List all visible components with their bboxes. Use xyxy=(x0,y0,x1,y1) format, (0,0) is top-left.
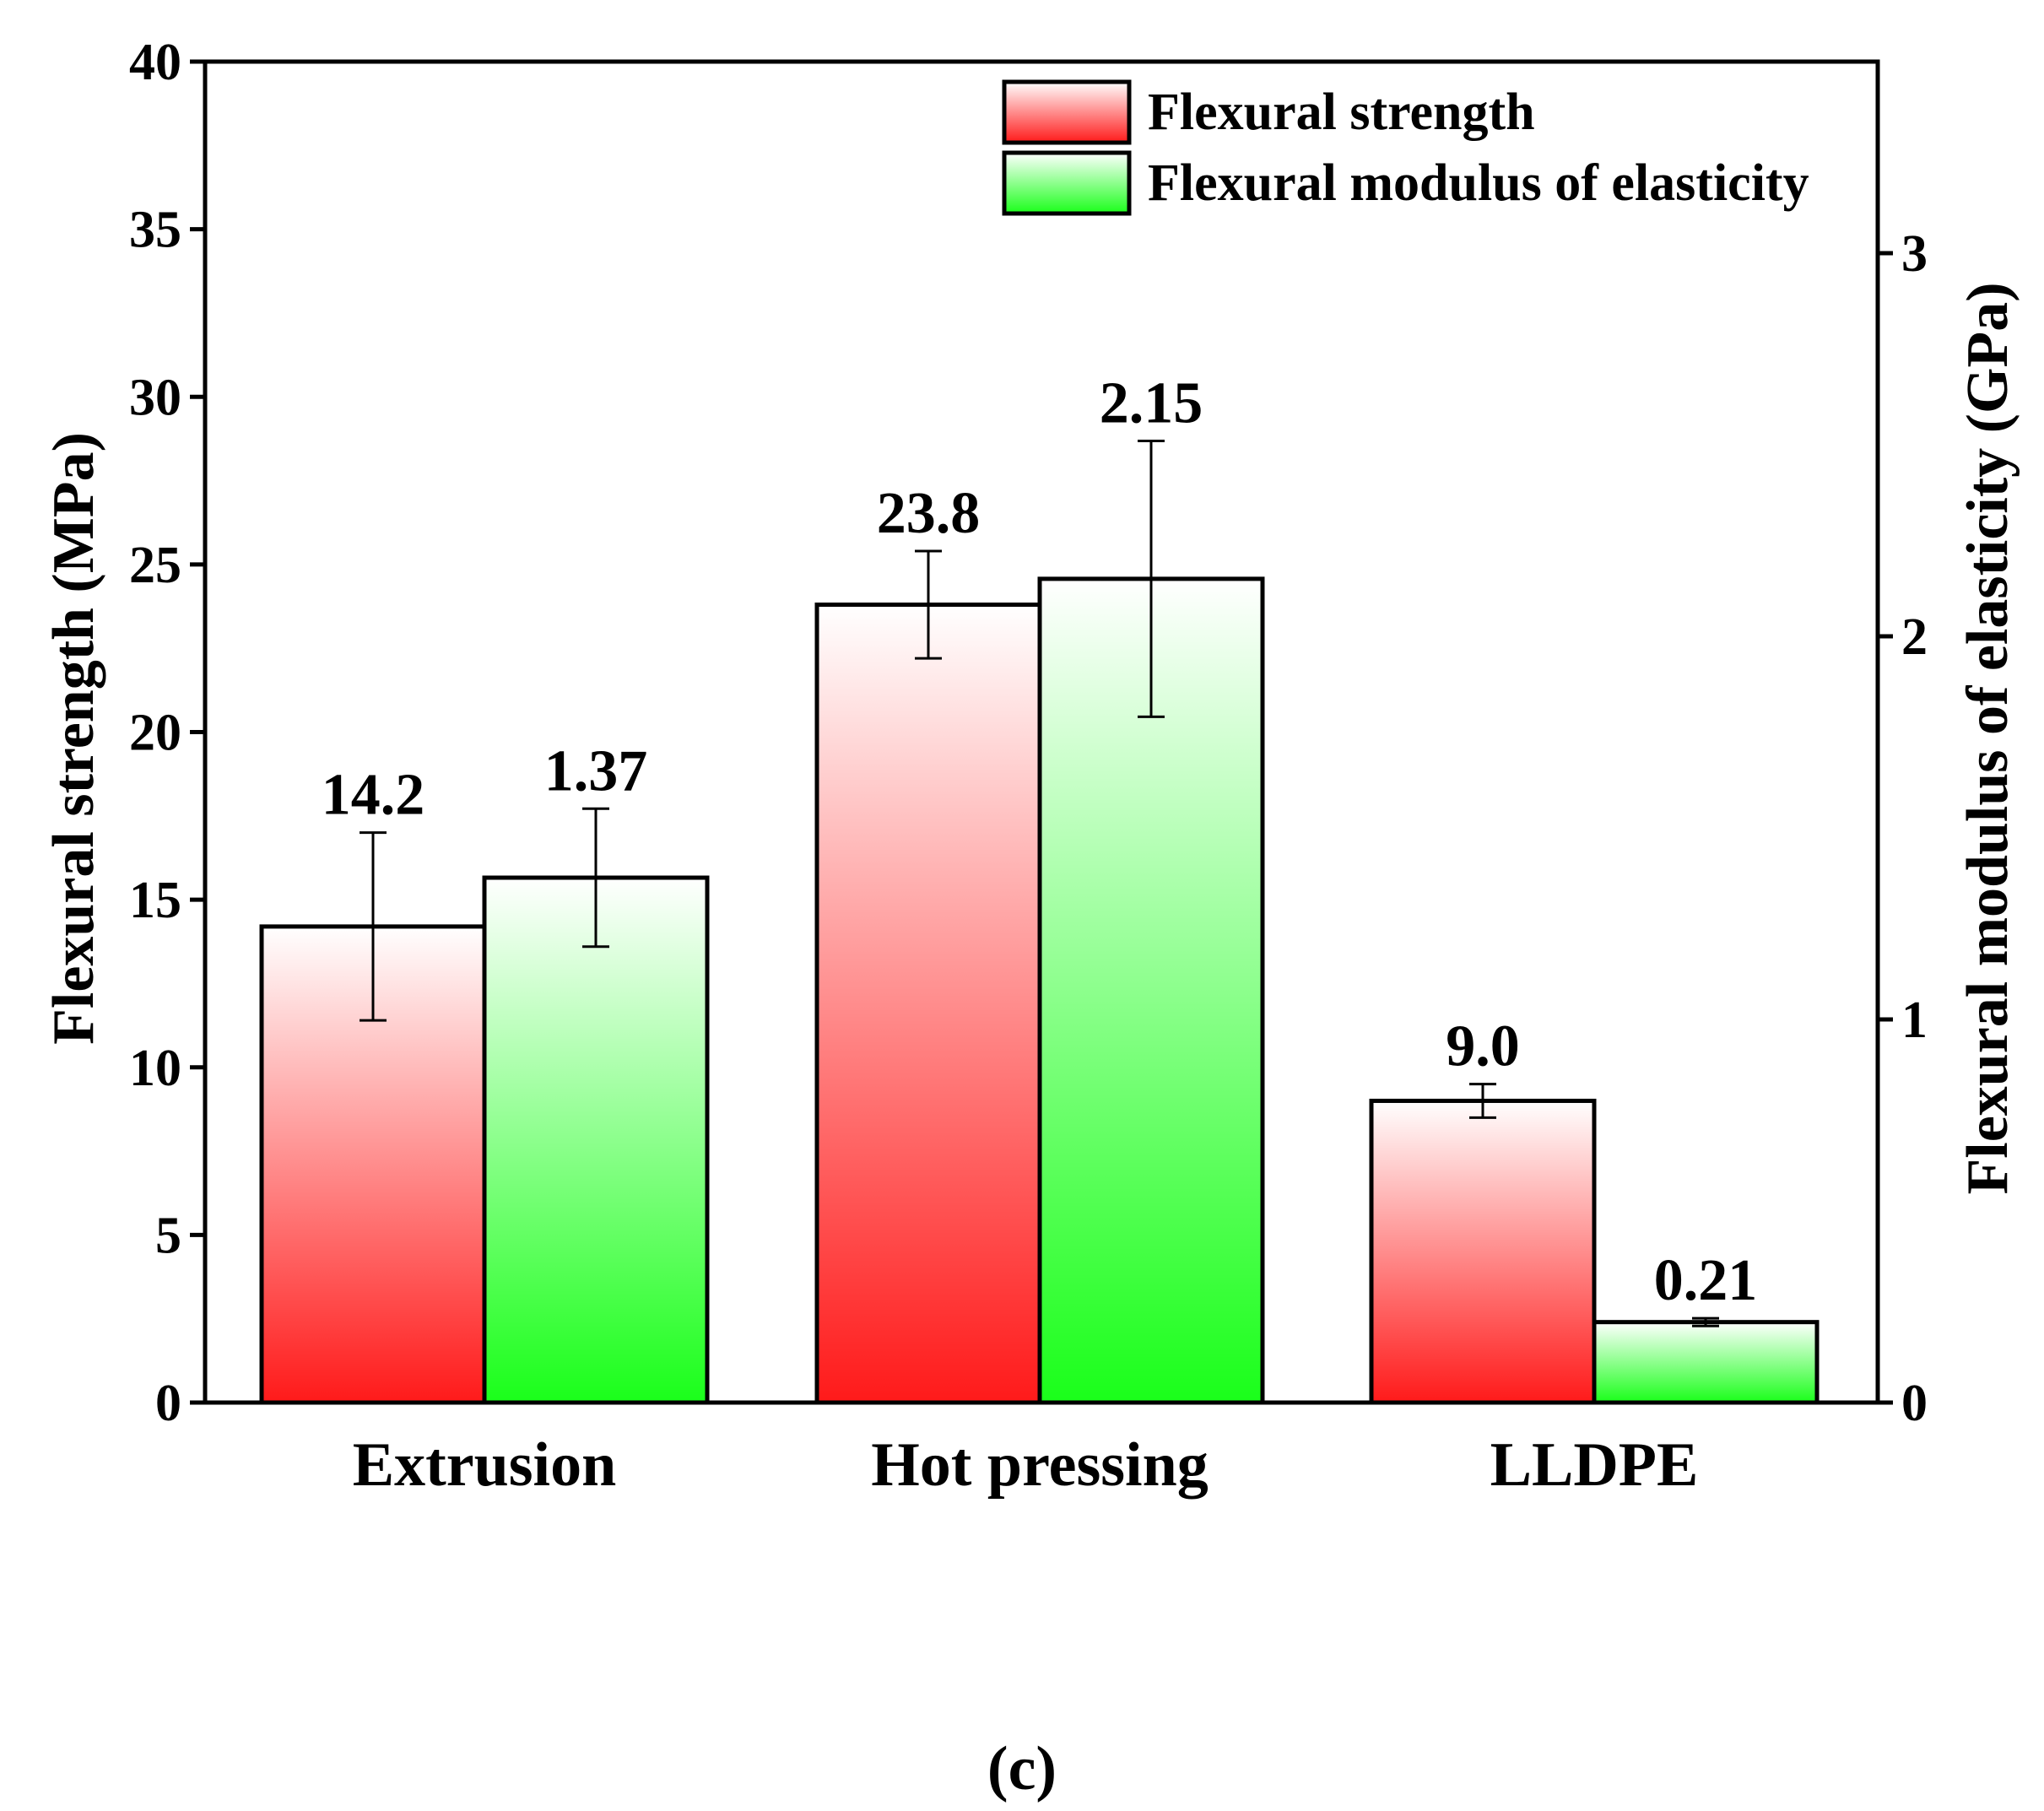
left-tick-label: 5 xyxy=(155,1207,181,1264)
left-tick-label: 35 xyxy=(129,202,181,259)
left-tick-label: 40 xyxy=(129,34,181,91)
category-label: Extrusion xyxy=(353,1430,617,1500)
right-tick-label: 0 xyxy=(1901,1375,1928,1432)
left-tick-label: 20 xyxy=(129,705,181,762)
category-label: Hot pressing xyxy=(871,1430,1209,1500)
right-tick-label: 1 xyxy=(1901,992,1928,1049)
legend-label: Flexural strength xyxy=(1148,84,1535,141)
left-tick-label: 0 xyxy=(155,1375,181,1432)
bar-strength xyxy=(814,603,1042,1405)
right-axis-title: Flexural modulus of elasticity (GPa) xyxy=(1955,282,2020,1194)
value-label: 23.8 xyxy=(877,481,981,546)
category-labels: Extrusion Hot pressing LLDPE xyxy=(353,1430,1699,1500)
bar-strength xyxy=(1369,1098,1597,1405)
legend-swatch xyxy=(1002,79,1132,145)
right-axis-ticks: 0 1 2 3 xyxy=(1878,225,1928,1432)
left-tick-label: 30 xyxy=(129,369,181,426)
legend-swatch xyxy=(1002,150,1132,216)
left-axis-title: Flexural strength (MPa) xyxy=(41,432,106,1045)
value-label: 1.37 xyxy=(544,738,648,803)
legend: Flexural strength Flexural modulus of ela… xyxy=(1002,79,1809,216)
right-tick-label: 3 xyxy=(1901,225,1928,283)
bar-modulus xyxy=(482,875,710,1405)
error-bars-layer xyxy=(360,439,1719,1327)
left-tick-label: 15 xyxy=(129,872,181,929)
value-label: 14.2 xyxy=(322,763,425,828)
bar-modulus xyxy=(1592,1320,1820,1405)
right-tick-label: 2 xyxy=(1901,608,1928,666)
legend-label: Flexural modulus of elasticity xyxy=(1148,154,1809,212)
value-label: 9.0 xyxy=(1446,1014,1520,1079)
value-labels-layer: 14.2 1.37 23.8 2.15 9.0 0.21 xyxy=(322,370,1758,1313)
category-label: LLDPE xyxy=(1490,1430,1699,1500)
left-tick-label: 10 xyxy=(129,1040,181,1097)
left-tick-label: 25 xyxy=(129,537,181,594)
value-label: 0.21 xyxy=(1654,1248,1758,1313)
value-label: 2.15 xyxy=(1100,370,1203,435)
panel-label: (c) xyxy=(987,1734,1057,1803)
bars-layer xyxy=(259,576,1820,1405)
left-axis-ticks: 0 5 10 15 20 25 30 35 40 xyxy=(129,34,205,1432)
